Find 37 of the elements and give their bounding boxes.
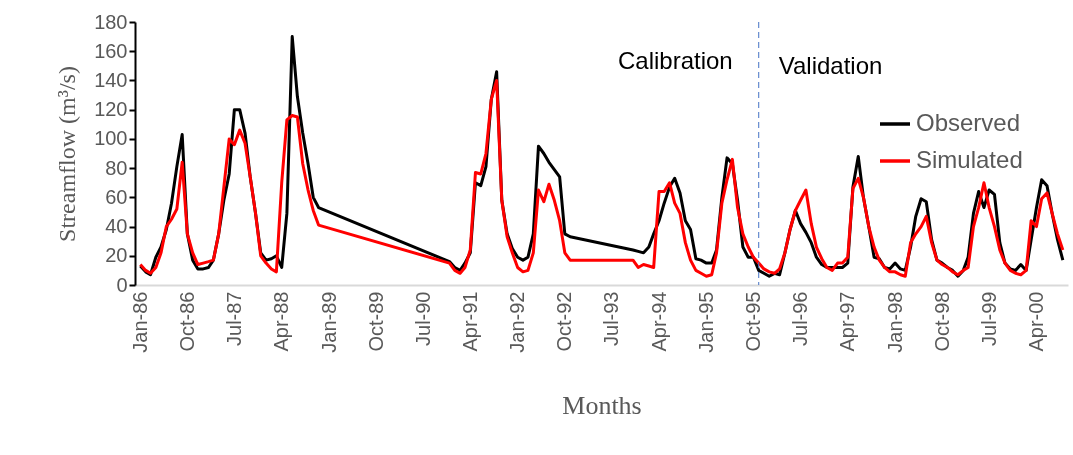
y-axis-title: Streamflow (m³/s) xyxy=(54,66,81,242)
x-axis-title: Months xyxy=(562,390,642,420)
y-tick-label: 120 xyxy=(94,98,128,121)
y-tick-label: 20 xyxy=(105,244,128,267)
annotation: Validation xyxy=(778,52,883,79)
x-tick-label: Apr-94 xyxy=(647,291,670,352)
y-tick-label: 80 xyxy=(105,156,128,179)
x-tick-label: Oct-86 xyxy=(175,291,198,352)
x-tick-label: Jan-92 xyxy=(506,291,529,353)
x-tick-label: Oct-98 xyxy=(930,291,953,352)
x-tick-label: Jan-98 xyxy=(883,291,906,353)
x-tick-label: Apr-00 xyxy=(1024,291,1047,352)
x-tick-label: Oct-92 xyxy=(553,291,576,352)
x-tick-label: Apr-91 xyxy=(458,291,481,352)
line-series xyxy=(138,78,1065,278)
x-tick-label: Jan-95 xyxy=(694,291,717,353)
x-tick-label: Apr-88 xyxy=(270,291,293,352)
annotation: Calibration xyxy=(617,47,733,74)
y-tick-label: 40 xyxy=(105,215,128,238)
x-tick-label: Apr-97 xyxy=(836,291,859,352)
x-tick-label: Jul-99 xyxy=(977,291,1000,346)
y-tick-label: 140 xyxy=(94,68,128,91)
y-tick-label: 60 xyxy=(105,185,128,208)
x-tick-label: Jul-96 xyxy=(789,291,812,346)
y-tick-label: 160 xyxy=(94,39,128,62)
x-tick-label: Oct-89 xyxy=(364,291,387,352)
x-tick-label: Oct-95 xyxy=(741,291,764,352)
legend-label: Observed xyxy=(916,109,1021,136)
x-tick-label: Jul-93 xyxy=(600,291,623,346)
legend-label: Simulated xyxy=(916,146,1023,173)
y-tick-label: 0 xyxy=(116,273,128,296)
x-tick-label: Jan-86 xyxy=(128,291,151,353)
x-tick-label: Jul-90 xyxy=(411,291,434,346)
y-tick-label: 180 xyxy=(94,10,128,33)
x-tick-label: Jul-87 xyxy=(222,291,245,346)
y-tick-label: 100 xyxy=(94,127,128,150)
x-tick-label: Jan-89 xyxy=(317,291,340,353)
